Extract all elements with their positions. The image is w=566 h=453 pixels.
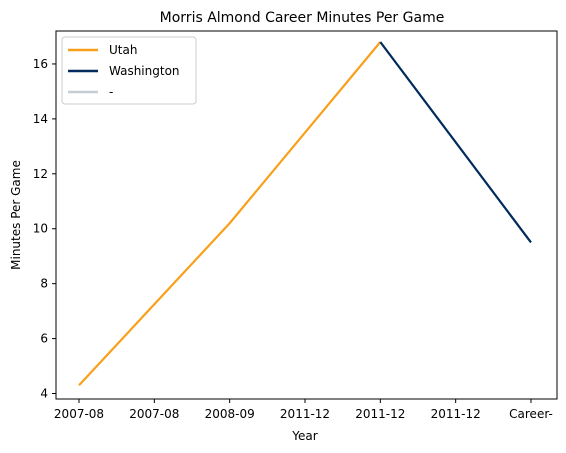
chart-title: Morris Almond Career Minutes Per Game — [160, 10, 445, 26]
legend-label: Washington — [109, 64, 180, 78]
legend-label: - — [109, 85, 113, 99]
x-axis: 2007-08 2007-08 2008-09 2011-12 2011-12 2011-… — [54, 399, 553, 421]
y-tick-label: 10 — [33, 222, 48, 236]
x-tick-label: 2011-12 — [355, 407, 405, 421]
y-tick-label: 16 — [33, 57, 48, 71]
y-tick-label: 12 — [33, 167, 48, 181]
plot-frame — [55, 30, 558, 400]
x-tick-label: Career- — [509, 407, 553, 421]
y-axis: 4 6 8 10 12 14 16 — [33, 57, 56, 401]
legend-label: Utah — [109, 43, 137, 57]
y-axis-label: Minutes Per Game — [9, 160, 23, 270]
x-tick-label: 2008-09 — [205, 407, 255, 421]
y-tick-label: 6 — [40, 332, 48, 346]
y-tick-label: 8 — [40, 277, 48, 291]
x-tick-label: 2007-08 — [129, 407, 179, 421]
x-tick-label: 2011-12 — [280, 407, 330, 421]
x-tick-label: 2011-12 — [431, 407, 481, 421]
legend-box — [61, 36, 197, 105]
series-line-washington — [379, 41, 532, 244]
series-line-utah — [78, 41, 382, 387]
legend: Utah Washington - — [61, 36, 197, 105]
y-tick-label: 4 — [40, 387, 48, 401]
x-tick-label: 2007-08 — [54, 407, 104, 421]
series-layer — [78, 41, 532, 387]
y-tick-label: 14 — [33, 112, 48, 126]
x-axis-label: Year — [291, 429, 317, 443]
